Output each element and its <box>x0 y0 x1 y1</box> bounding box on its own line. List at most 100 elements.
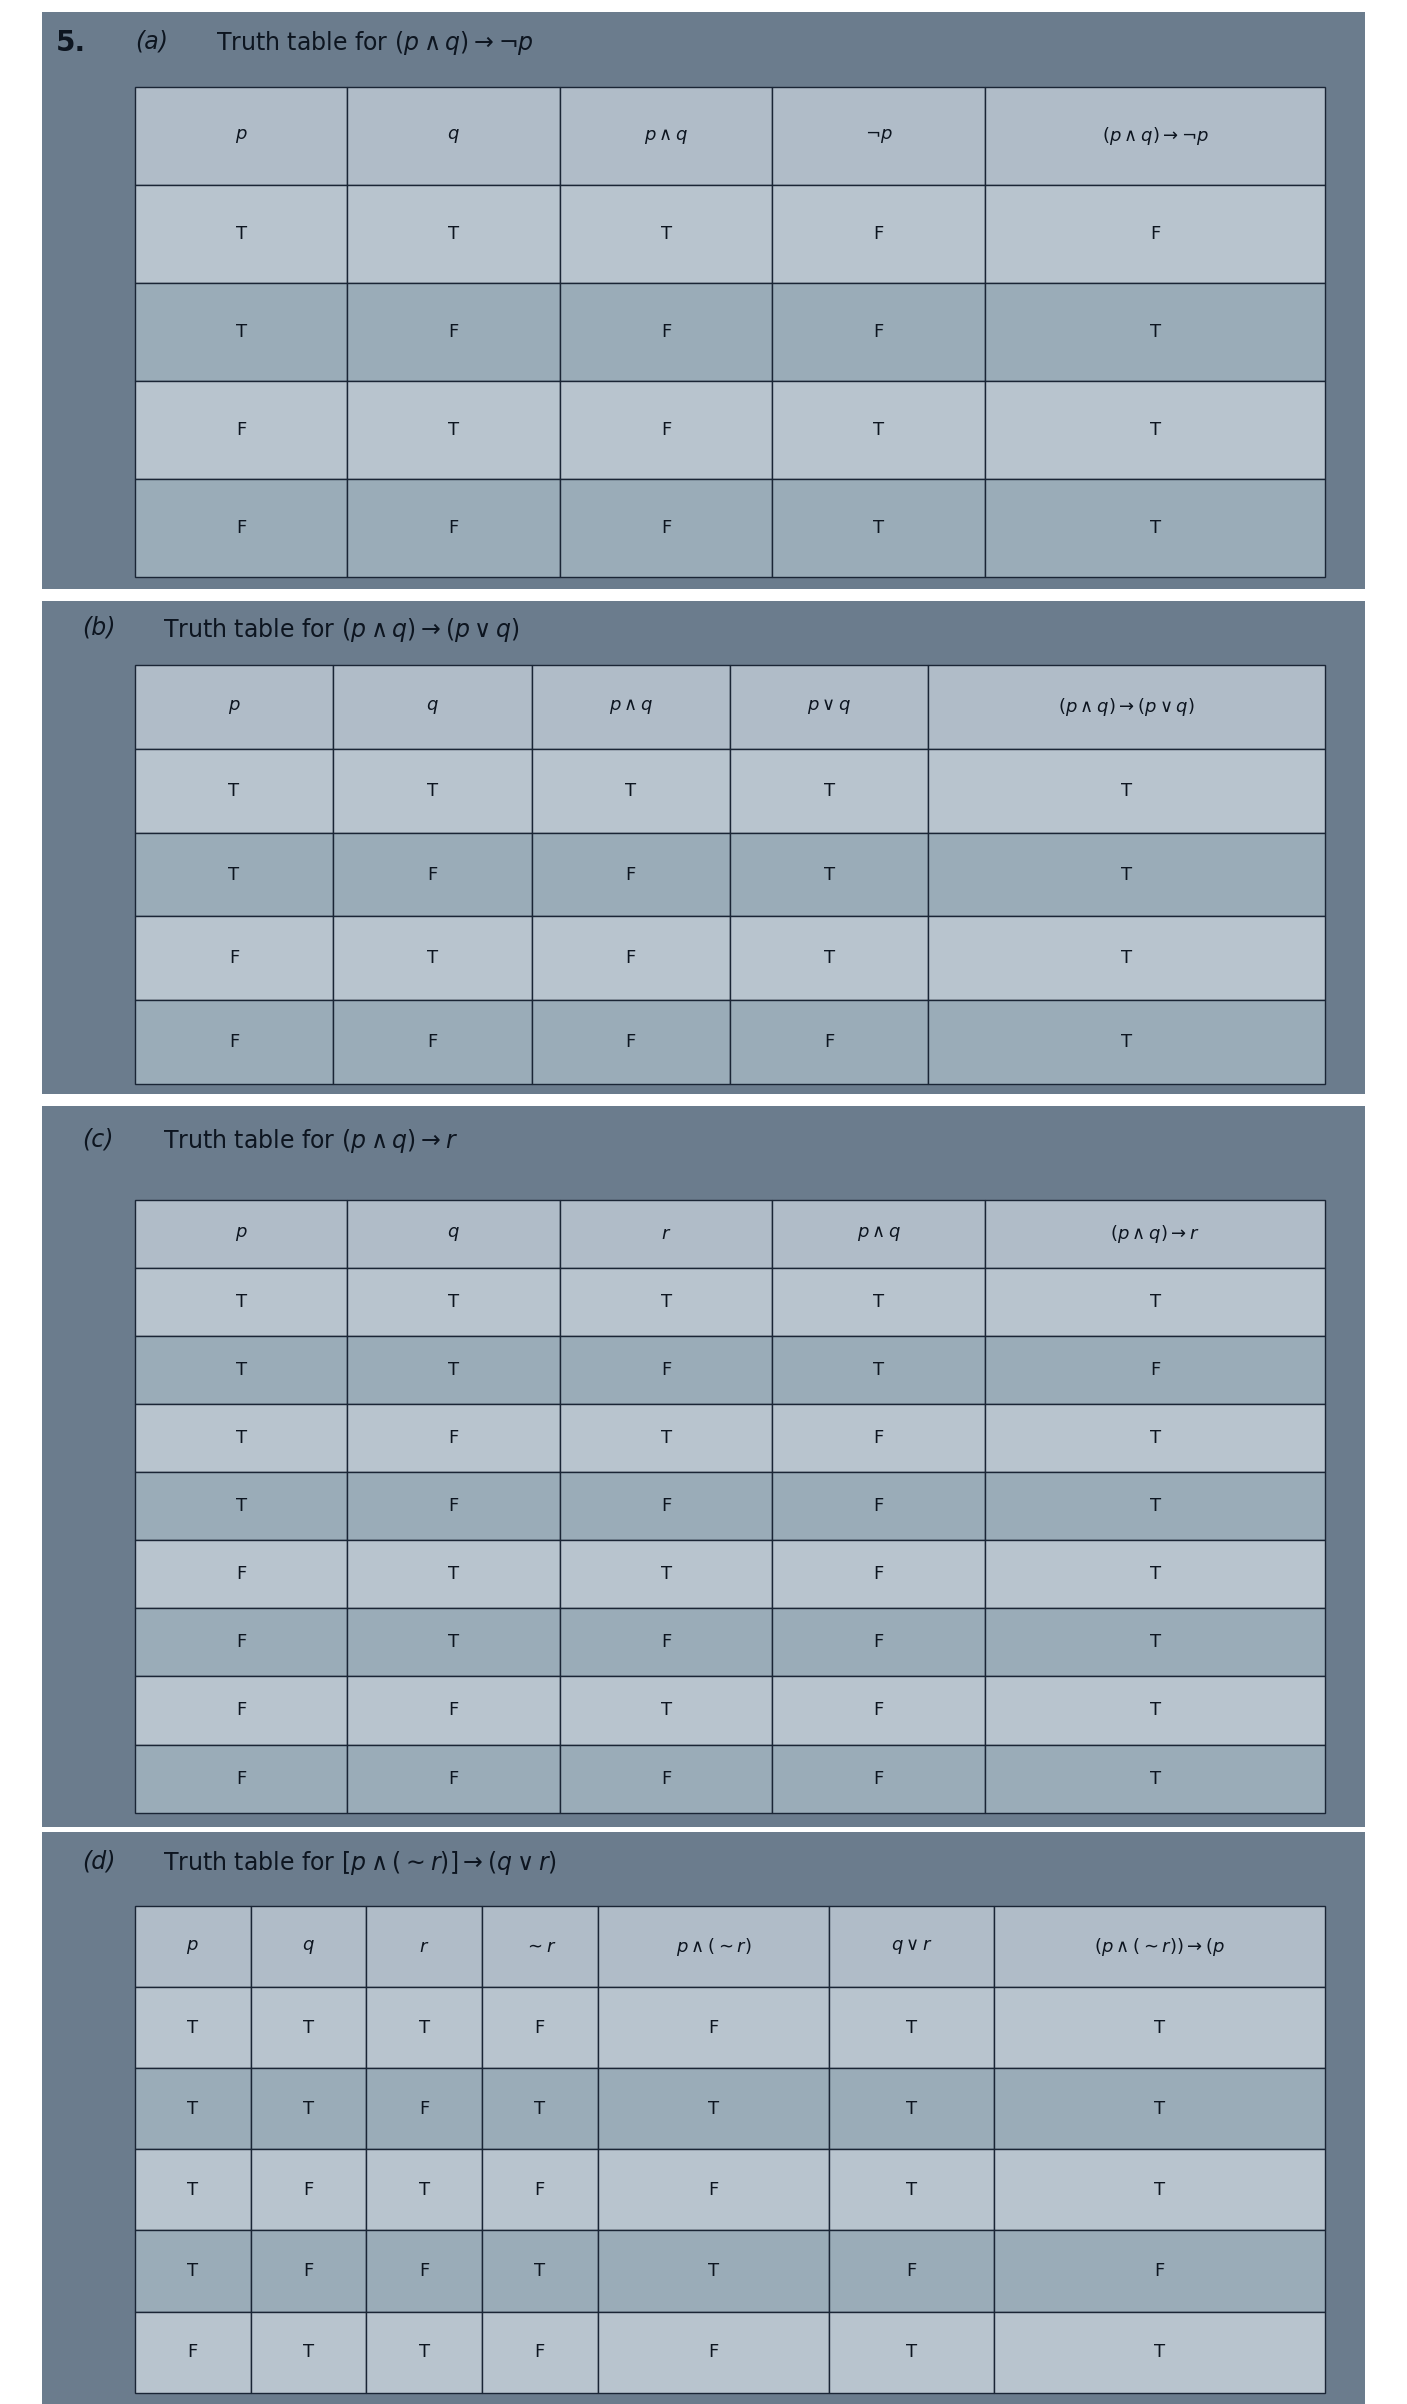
Text: T: T <box>418 2344 429 2361</box>
Bar <box>348 1471 560 1541</box>
Bar <box>348 1541 560 1608</box>
Text: F: F <box>449 519 459 538</box>
Text: F: F <box>708 2180 719 2200</box>
Text: $p \vee q$: $p \vee q$ <box>808 697 851 716</box>
Bar <box>829 1988 995 2067</box>
Bar <box>985 382 1325 478</box>
Text: T: T <box>447 1293 459 1310</box>
Bar <box>560 87 772 185</box>
Bar <box>366 2067 483 2149</box>
Text: F: F <box>661 1498 671 1515</box>
Bar <box>333 916 532 1000</box>
Bar <box>348 1267 560 1337</box>
Text: $\sim r$: $\sim r$ <box>523 1938 556 1957</box>
Bar <box>532 666 730 750</box>
Text: T: T <box>235 322 246 341</box>
Text: F: F <box>626 950 636 966</box>
Text: T: T <box>1150 1428 1161 1447</box>
Text: Truth table for $(p \wedge q) \rightarrow \neg p$: Truth table for $(p \wedge q) \rightarro… <box>201 29 533 58</box>
Bar <box>135 1906 250 1988</box>
Bar <box>366 2313 483 2392</box>
Text: $p \wedge q$: $p \wedge q$ <box>609 697 653 716</box>
Bar <box>772 1745 985 1813</box>
Bar <box>829 2149 995 2231</box>
Bar <box>772 478 985 577</box>
Text: F: F <box>304 2180 314 2200</box>
Bar <box>532 750 730 832</box>
Text: F: F <box>1150 1361 1161 1380</box>
Bar <box>560 1541 772 1608</box>
Text: (c): (c) <box>82 1127 114 1152</box>
Text: F: F <box>1150 226 1161 243</box>
Bar <box>929 1000 1325 1084</box>
Text: F: F <box>661 519 671 538</box>
Text: T: T <box>874 1293 885 1310</box>
Bar <box>929 916 1325 1000</box>
Text: T: T <box>1154 2344 1165 2361</box>
Bar <box>985 1404 1325 1471</box>
Text: T: T <box>418 2180 429 2200</box>
Bar <box>598 2067 829 2149</box>
Text: F: F <box>626 865 636 885</box>
Text: T: T <box>418 2019 429 2036</box>
Bar <box>250 2067 366 2149</box>
Bar <box>985 1200 1325 1267</box>
Text: T: T <box>535 2262 546 2279</box>
Bar <box>333 832 532 916</box>
Text: T: T <box>535 2099 546 2118</box>
Bar <box>483 2313 598 2392</box>
Bar <box>135 1676 348 1745</box>
Text: T: T <box>426 781 438 801</box>
Bar <box>348 87 560 185</box>
Text: F: F <box>229 1034 239 1051</box>
Bar <box>985 478 1325 577</box>
Bar <box>598 2149 829 2231</box>
Bar <box>250 1988 366 2067</box>
Bar <box>348 382 560 478</box>
Bar <box>366 2149 483 2231</box>
Bar <box>483 1988 598 2067</box>
Text: (a): (a) <box>135 29 167 53</box>
Bar <box>532 832 730 916</box>
Text: F: F <box>449 1498 459 1515</box>
Text: F: F <box>874 1428 884 1447</box>
Bar <box>348 1200 560 1267</box>
Text: F: F <box>449 1428 459 1447</box>
Text: T: T <box>823 865 834 885</box>
Bar <box>333 666 532 750</box>
Bar <box>135 185 348 284</box>
Bar <box>560 1471 772 1541</box>
Bar <box>985 1745 1325 1813</box>
Text: T: T <box>235 226 246 243</box>
Text: F: F <box>708 2019 719 2036</box>
Text: T: T <box>906 2099 917 2118</box>
Text: T: T <box>823 781 834 801</box>
Text: Truth table for $(p \wedge q) \rightarrow (p \vee q)$: Truth table for $(p \wedge q) \rightarro… <box>148 615 521 644</box>
Text: T: T <box>1150 1632 1161 1652</box>
Text: T: T <box>661 1565 671 1584</box>
Text: T: T <box>228 781 239 801</box>
Bar <box>829 1906 995 1988</box>
Text: F: F <box>874 322 884 341</box>
Bar <box>135 1745 348 1813</box>
Text: T: T <box>1150 1293 1161 1310</box>
Text: $p \wedge (\sim r)$: $p \wedge (\sim r)$ <box>675 1935 751 1957</box>
Bar <box>985 87 1325 185</box>
Text: F: F <box>236 1565 246 1584</box>
Text: (b): (b) <box>82 615 115 639</box>
Text: F: F <box>874 1498 884 1515</box>
Bar <box>730 666 929 750</box>
Text: T: T <box>447 1565 459 1584</box>
Text: $p \wedge q$: $p \wedge q$ <box>644 127 688 147</box>
Text: T: T <box>228 865 239 885</box>
Bar <box>772 87 985 185</box>
Text: T: T <box>235 1428 246 1447</box>
Text: $q \vee r$: $q \vee r$ <box>891 1938 933 1957</box>
Text: T: T <box>303 2344 314 2361</box>
Bar <box>483 2231 598 2313</box>
Text: T: T <box>303 2099 314 2118</box>
Text: F: F <box>236 1769 246 1789</box>
Text: $p$: $p$ <box>235 1224 248 1243</box>
Bar <box>135 1988 250 2067</box>
Text: $(p \wedge q) \rightarrow (p \vee q)$: $(p \wedge q) \rightarrow (p \vee q)$ <box>1058 695 1195 719</box>
